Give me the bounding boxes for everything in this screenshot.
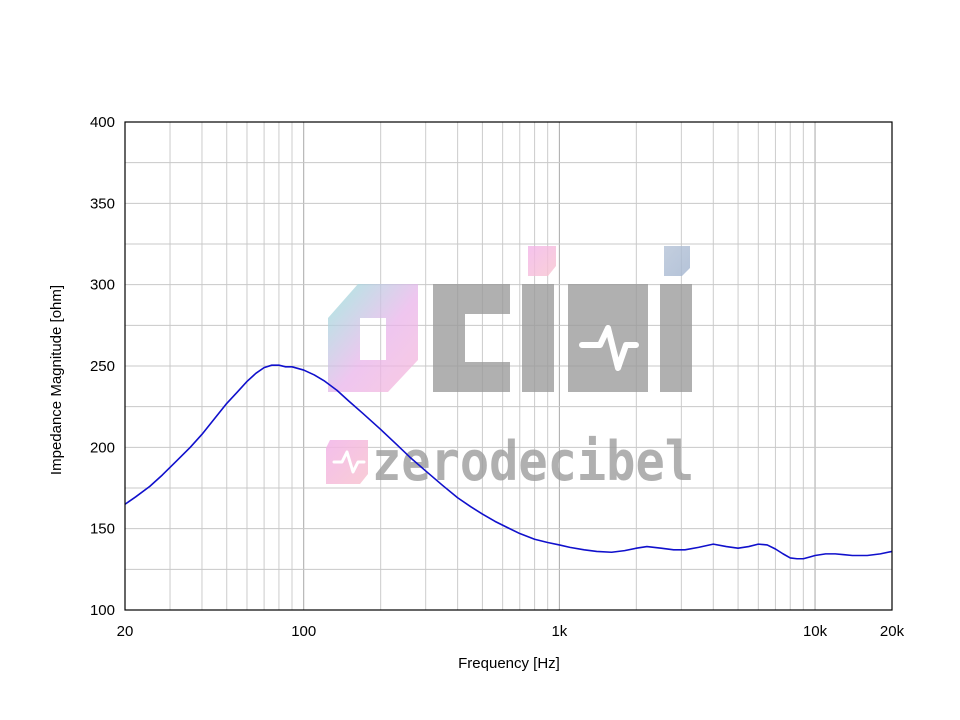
- y-tick-label: 400: [90, 114, 115, 131]
- y-tick-label: 250: [90, 358, 115, 375]
- plot-frame: [124, 121, 893, 611]
- y-tick-label: 200: [90, 439, 115, 456]
- x-tick-label: 20k: [880, 623, 905, 640]
- y-tick-label: 350: [90, 195, 115, 212]
- x-tick-label: 100: [291, 623, 316, 640]
- watermark-brand-text: zerodecibel: [372, 430, 694, 493]
- watermark: zerodecibel: [326, 246, 694, 493]
- y-axis-title: Impedance Magnitude [ohm]: [48, 285, 65, 475]
- watermark-brand: zerodecibel: [326, 430, 694, 493]
- x-tick-label: 1k: [551, 623, 567, 640]
- impedance-curve: [124, 364, 893, 560]
- x-tick-label: 10k: [803, 623, 828, 640]
- x-axis-title: Frequency [Hz]: [458, 655, 560, 672]
- y-tick-label: 150: [90, 521, 115, 538]
- y-tick-label: 100: [90, 602, 115, 619]
- watermark-logo: [328, 246, 692, 392]
- series-layer: [124, 364, 893, 560]
- x-tick-label: 20: [117, 623, 134, 640]
- y-tick-label: 300: [90, 277, 115, 294]
